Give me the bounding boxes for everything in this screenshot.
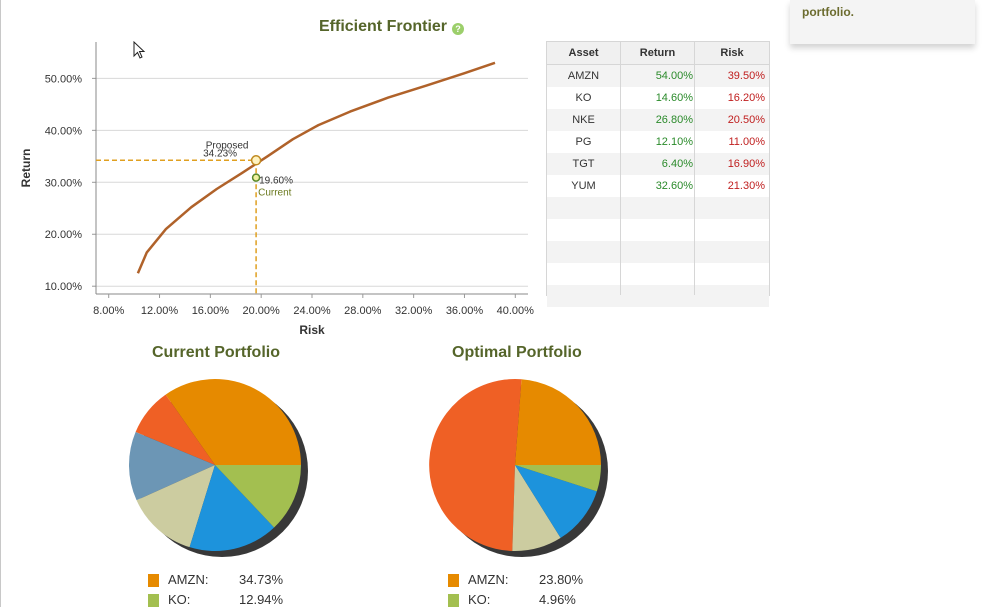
legend-swatch [148, 574, 159, 587]
current-legend-item: KO: 12.94% [148, 592, 308, 610]
table-row: KO 14.60% 16.20% [547, 87, 769, 109]
legend-value: 23.80% [539, 572, 584, 587]
proposed-label: Proposed [206, 140, 249, 151]
legend-name: KO: [168, 592, 191, 607]
asset-table-header: Asset Return Risk [547, 42, 769, 65]
optimal-portfolio-title: Optimal Portfolio [452, 344, 582, 361]
cell-return: 12.10% [655, 136, 693, 148]
info-panel-text: portfolio. [802, 5, 854, 19]
cell-return: 14.60% [655, 92, 693, 104]
x-tick-label: 12.00% [141, 305, 179, 317]
cell-asset: YUM [571, 180, 596, 192]
current-portfolio-pie [128, 379, 308, 557]
pie-slice [515, 379, 601, 465]
cell-risk: 11.00% [728, 136, 766, 148]
cell-return: 32.60% [655, 180, 693, 192]
y-tick-label: 20.00% [45, 229, 83, 241]
legend-name: KO: [468, 592, 491, 607]
x-tick-label: 36.00% [446, 305, 484, 317]
table-divider [694, 42, 695, 295]
pie-slice [515, 465, 597, 538]
table-row: AMZN 54.00% 39.50% [547, 65, 769, 87]
pie-slice [135, 394, 215, 465]
mouse-cursor-icon [133, 41, 146, 59]
table-row [547, 197, 769, 219]
cell-risk: 20.50% [727, 114, 765, 126]
pie-slice [189, 465, 275, 552]
frontier-line [136, 61, 496, 274]
frontier-title: Efficient Frontier [319, 18, 448, 35]
header-return[interactable]: Return [639, 47, 676, 59]
x-tick-label: 32.00% [395, 305, 433, 317]
optimal-legend-item: AMZN: 23.80% [448, 572, 608, 590]
table-row [547, 307, 769, 329]
y-tick-label: 10.00% [45, 281, 83, 293]
x-axis-label: Risk [299, 323, 325, 337]
cell-risk: 16.20% [727, 92, 765, 104]
current-portfolio-title: Current Portfolio [152, 344, 280, 361]
table-row: YUM 32.60% 21.30% [547, 175, 769, 197]
y-tick-label: 30.00% [45, 177, 83, 189]
x-tick-label: 8.00% [93, 305, 124, 317]
header-risk[interactable]: Risk [720, 47, 744, 59]
current-value: 19.60% [259, 176, 293, 187]
pie-slice [136, 465, 215, 548]
table-row: TGT 6.40% 16.90% [547, 153, 769, 175]
pie-slice [429, 379, 522, 551]
table-row: PG 12.10% 11.00% [547, 131, 769, 153]
legend-value: 4.96% [539, 592, 576, 607]
cell-return: 6.40% [661, 158, 693, 170]
legend-swatch [148, 594, 159, 607]
pie-slice [128, 431, 215, 501]
current-point [251, 173, 261, 182]
cell-asset: AMZN [567, 70, 600, 82]
optimal-legend-item: KO: 4.96% [448, 592, 608, 610]
table-divider [620, 42, 621, 295]
x-tick-label: 20.00% [243, 305, 281, 317]
pie-slice [215, 465, 301, 528]
page-left-border [0, 0, 1, 607]
cell-return: 54.00% [655, 70, 693, 82]
x-tick-label: 40.00% [497, 305, 535, 317]
cell-risk: 21.30% [727, 180, 765, 192]
x-tick-label: 28.00% [344, 305, 382, 317]
legend-name: AMZN: [468, 572, 509, 587]
cell-asset: TGT [572, 158, 595, 170]
table-row [547, 241, 769, 263]
pie-slice [512, 465, 561, 552]
table-row [547, 263, 769, 285]
legend-value: 12.94% [239, 592, 284, 607]
cell-asset: KO [575, 92, 592, 104]
legend-swatch [448, 574, 459, 587]
y-axis-label: Return [19, 149, 33, 188]
proposed-point [250, 155, 262, 166]
x-tick-label: 16.00% [192, 305, 230, 317]
cell-asset: NKE [572, 114, 595, 126]
legend-swatch [448, 594, 459, 607]
y-tick-label: 50.00% [45, 73, 83, 85]
current-legend-item: AMZN: 34.73% [148, 572, 308, 590]
efficient-frontier-chart: 10.00% 20.00% 30.00% 40.00% 50.00% 8.00% 12.00… [19, 42, 535, 337]
proposed-value: 34.23% [203, 148, 237, 159]
optimal-portfolio-pie [429, 379, 608, 557]
legend-value: 34.73% [239, 572, 284, 587]
cell-asset: PG [575, 136, 592, 148]
table-row [547, 219, 769, 241]
y-tick-label: 40.00% [45, 125, 83, 137]
cell-risk: 39.50% [727, 70, 765, 82]
cell-return: 26.80% [655, 114, 693, 126]
help-icon[interactable]: ? [452, 23, 464, 35]
header-asset[interactable]: Asset [568, 47, 599, 59]
pie-slice [515, 465, 601, 492]
pie-slice [165, 379, 301, 465]
table-row [547, 285, 769, 307]
cell-risk: 16.90% [727, 158, 765, 170]
legend-name: AMZN: [168, 572, 209, 587]
asset-table: Asset Return Risk AMZN 54.00% 39.50% KO 14.6… [546, 41, 770, 307]
current-label: Current [258, 188, 292, 199]
info-panel: portfolio. [790, 0, 975, 44]
table-row: NKE 26.80% 20.50% [547, 109, 769, 131]
x-tick-label: 24.00% [293, 305, 331, 317]
